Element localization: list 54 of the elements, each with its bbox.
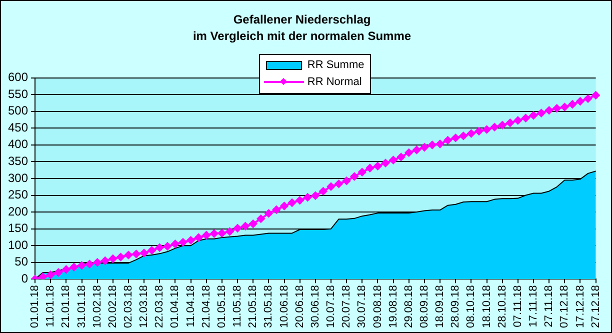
- x-tick-label: 07.12.18: [558, 285, 571, 328]
- x-tick-label: 08.10.18: [465, 285, 478, 328]
- x-tick-label: 28.10.18: [496, 285, 508, 328]
- x-tick-label: 19.08.18: [387, 285, 400, 328]
- x-tick-label: 10.07.18: [325, 285, 338, 328]
- y-tick-label: 50: [14, 254, 28, 269]
- x-tick-label: 20.07.18: [340, 285, 353, 328]
- x-tick-label: 30.06.18: [309, 285, 322, 328]
- x-tick-label: 01.05.18: [216, 285, 228, 328]
- y-tick-label: 550: [8, 86, 28, 101]
- x-tick-label: 17.12.18: [574, 285, 586, 328]
- y-tick-label: 0: [21, 271, 28, 286]
- x-tick-label: 22.03.18: [154, 285, 166, 328]
- chart-title: Gefallener Niederschlag: [233, 12, 371, 27]
- y-tick-label: 600: [8, 70, 28, 84]
- x-tick-label: 11.04.18: [184, 285, 197, 328]
- x-tick-label: 20.02.18: [106, 285, 119, 328]
- x-tick-label: 31.05.18: [262, 285, 275, 328]
- y-tick-label: 250: [8, 188, 28, 202]
- x-tick-label: 09.08.18: [372, 285, 384, 328]
- x-tick-label: 21.04.18: [200, 285, 212, 328]
- x-tick-label: 10.06.18: [278, 285, 290, 328]
- y-tick-label: 500: [8, 104, 28, 118]
- x-tick-label: 02.03.18: [122, 285, 135, 328]
- x-tick-label: 01.04.18: [169, 285, 182, 328]
- x-tick-label: 28.09.18: [450, 285, 462, 328]
- legend-label: RR Summe: [307, 59, 364, 72]
- x-tick-label: 21.01.18: [60, 285, 72, 328]
- y-tick-label: 200: [8, 204, 28, 218]
- x-tick-label: 07.11.18: [512, 285, 524, 328]
- x-tick-label: 30.07.18: [356, 285, 368, 328]
- x-tick-label: 12.03.18: [138, 285, 150, 328]
- legend-label: RR Normal: [307, 76, 362, 88]
- y-tick-label: 400: [8, 137, 28, 152]
- x-tick-label: 11.05.18: [232, 285, 244, 328]
- x-tick-label: 11.01.18: [44, 285, 57, 328]
- x-tick-label: 27.11.18: [543, 285, 556, 328]
- y-tick-label: 150: [8, 221, 28, 236]
- x-tick-label: 31.01.18: [76, 285, 88, 328]
- y-tick-label: 350: [8, 154, 28, 168]
- y-tick-label: 300: [8, 170, 28, 185]
- x-tick-label: 08.09.18: [418, 285, 430, 328]
- y-tick-label: 450: [8, 120, 28, 134]
- y-tick-label: 100: [8, 238, 28, 252]
- x-tick-label: 01.01.18: [29, 285, 42, 328]
- x-tick-label: 17.11.18: [528, 285, 540, 328]
- x-tick-label: 27.12.18: [590, 285, 602, 328]
- x-tick-label: 29.08.18: [402, 285, 415, 328]
- x-tick-label: 18.10.18: [480, 285, 493, 328]
- x-tick-label: 20.06.18: [294, 285, 306, 328]
- x-tick-label: 18.09.18: [434, 285, 446, 328]
- x-tick-label: 10.02.18: [91, 285, 104, 328]
- x-tick-label: 21.05.18: [247, 285, 260, 328]
- chart-subtitle: im Vergleich mit der normalen Summe: [192, 28, 412, 43]
